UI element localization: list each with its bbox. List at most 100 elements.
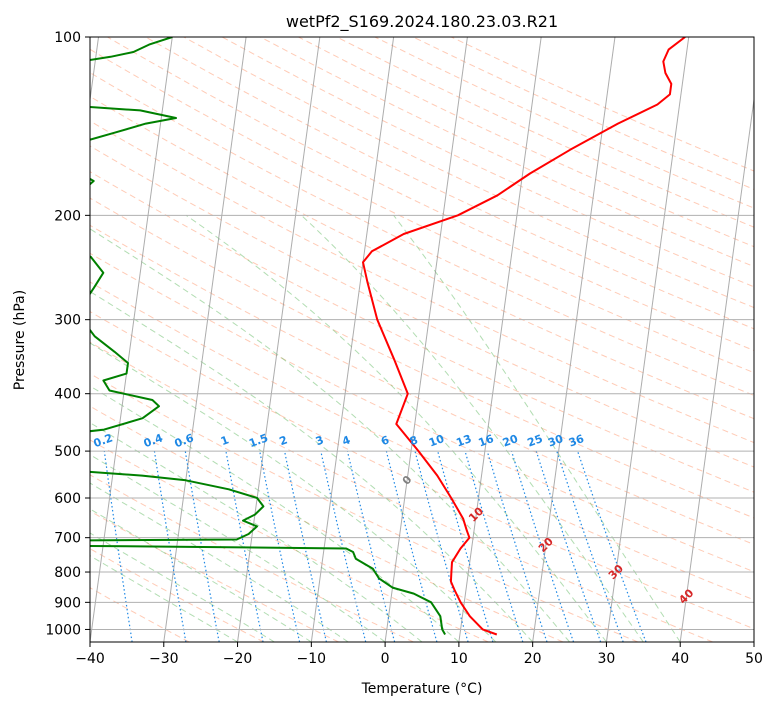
dry-adiabat-line	[90, 281, 754, 601]
x-axis-label: Temperature (°C)	[361, 681, 483, 697]
mixing-ratio-line	[225, 450, 264, 642]
x-tick-label: 10	[450, 651, 468, 667]
mixing-ratio-line	[284, 450, 327, 642]
dry-adiabat-line	[90, 373, 638, 642]
mixing-ratio-line	[535, 450, 602, 642]
mixing-ratio-label: 36	[567, 432, 586, 450]
pressure-grid	[90, 37, 754, 630]
temperature-profile-line	[362, 37, 686, 636]
x-tick-label: −10	[297, 651, 327, 667]
moist-adiabat-line	[90, 228, 570, 642]
mixing-ratio-label: 1.5	[247, 431, 270, 450]
x-tick-label: −30	[149, 651, 179, 667]
moist-adiabat-line	[90, 422, 423, 642]
mixing-ratio-line	[510, 450, 575, 642]
dry-adiabat-line	[107, 37, 754, 352]
moist-adiabat-line	[90, 555, 238, 642]
x-tick-label: 30	[598, 651, 616, 667]
x-tick-label: 0	[381, 651, 390, 667]
isotherm-line	[605, 37, 690, 642]
mixing-ratio-label: 13	[454, 432, 473, 449]
x-tick-label: 50	[745, 651, 763, 667]
dry-adiabat-line	[221, 37, 754, 288]
y-tick-label: 400	[54, 387, 81, 403]
isotherm-line	[90, 37, 100, 104]
dry-adiabat-line	[183, 37, 754, 309]
mixing-ratio-label: 0.4	[142, 431, 165, 450]
y-axis: 100 200 300 400 500 600 700 800 900 1000	[45, 30, 90, 638]
isotherm-line	[532, 37, 616, 642]
dry-adiabat-line	[90, 439, 489, 642]
y-tick-label: 300	[54, 313, 81, 329]
moist-adiabat-label: 40	[676, 586, 696, 606]
dry-adiabat-line	[336, 37, 754, 228]
dry-adiabat-line	[90, 145, 754, 468]
series-group	[90, 37, 686, 636]
mixing-ratio-line	[385, 450, 438, 642]
isotherm-line	[237, 37, 321, 642]
mixing-ratio-line	[437, 450, 494, 642]
dry-adiabat-line	[90, 510, 339, 642]
dry-adiabat-line	[260, 37, 754, 268]
background-lines	[90, 37, 754, 642]
mixing-ratio-line	[346, 450, 396, 642]
dry-adiabat-line	[90, 48, 754, 374]
moist-adiabat-line	[393, 214, 681, 642]
dry-adiabat-line	[90, 405, 564, 642]
mixing-ratio-label: 0.2	[92, 431, 115, 450]
dewpoint-profile-line	[90, 37, 446, 635]
mixing-ratio-label: 3	[314, 433, 326, 448]
chart-title: wetPf2_S169.2024.180.23.03.R21	[286, 12, 558, 32]
mixing-ratio-line	[414, 450, 469, 642]
moist-adiabat-line	[90, 290, 534, 642]
x-tick-label: −20	[223, 651, 253, 667]
mixing-ratio-label: 6	[379, 433, 391, 448]
mixing-ratio-label: 30	[546, 432, 565, 450]
y-tick-label: 100	[54, 30, 81, 46]
isotherm-line	[163, 37, 247, 642]
moist-adiabat-label: 30	[606, 562, 626, 582]
mixing-ratio-line	[464, 450, 524, 642]
dry-adiabat-line	[90, 95, 754, 420]
y-tick-label: 900	[54, 595, 81, 611]
dry-adiabat-line	[90, 341, 713, 642]
mixing-ratio-label: 8	[408, 433, 420, 448]
isotherm-line	[384, 37, 468, 642]
mixing-ratio-label: 20	[501, 432, 520, 450]
moist-adiabat-line	[90, 342, 497, 642]
x-axis: −40 −30 −20 −10 0 10 20 30 40 50	[75, 642, 763, 667]
dry-adiabat-line	[90, 120, 754, 444]
mixing-ratio-line	[556, 450, 624, 642]
dry-adiabat-line	[90, 311, 754, 630]
x-tick-label: −40	[75, 651, 105, 667]
dry-adiabat-line	[374, 37, 754, 209]
moist-adiabat-label: 0	[400, 473, 415, 488]
y-tick-label: 800	[54, 565, 81, 581]
mixing-ratio-line	[320, 450, 367, 642]
x-tick-label: 20	[524, 651, 542, 667]
mixing-ratio-label: 10	[427, 432, 446, 450]
y-tick-label: 700	[54, 531, 81, 547]
dry-adiabat-line	[90, 252, 754, 573]
moist-adiabat-line	[185, 214, 607, 642]
line-labels: 0.10.20.40.611.52346810131620253036-100-…	[92, 431, 697, 606]
isotherm-line	[458, 37, 542, 642]
moist-adiabat-line	[301, 214, 644, 642]
moist-adiabat-line	[90, 454, 386, 642]
plot-frame	[89, 36, 755, 643]
mixing-ratio-label: 25	[526, 432, 545, 449]
mixing-ratio-line	[259, 450, 301, 642]
y-tick-label: 200	[54, 208, 81, 224]
mixing-ratio-label: 4	[340, 433, 352, 448]
mixing-ratio-line	[577, 450, 647, 642]
moist-adiabat-line	[90, 508, 312, 642]
isotherm-line	[679, 95, 754, 642]
y-tick-label: 600	[54, 491, 81, 507]
dry-adiabat-line	[90, 171, 754, 493]
y-tick-label: 500	[54, 444, 81, 460]
isotherm-line	[310, 37, 395, 642]
y-tick-label: 1000	[45, 622, 81, 638]
isotherm-line	[753, 638, 754, 642]
moist-adiabat-line	[90, 532, 275, 642]
